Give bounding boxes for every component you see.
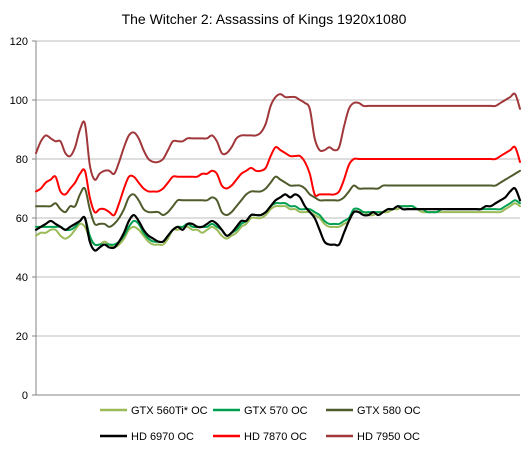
legend-item-gtx-560ti-oc: GTX 560Ti* OC — [100, 405, 208, 417]
legend-label: GTX 570 OC — [244, 405, 308, 417]
legend-item-gtx-570-oc: GTX 570 OC — [213, 405, 308, 417]
legend-item-hd-7870-oc: HD 7870 OC — [213, 431, 307, 443]
y-tick-label: 100 — [10, 95, 28, 107]
legend-item-hd-6970-oc: HD 6970 OC — [100, 431, 194, 443]
series-line-gtx-580-oc — [35, 169, 521, 228]
legend-label: HD 7870 OC — [244, 431, 307, 443]
series-lines — [34, 92, 522, 252]
y-tick-label: 40 — [16, 272, 28, 284]
series-line-gtx-570-oc — [35, 199, 521, 247]
chart-title: The Witcher 2: Assassins of Kings 1920x1… — [122, 11, 407, 27]
series-line-hd-6970-oc — [34, 187, 522, 252]
grid-lines — [36, 40, 520, 337]
y-tick-label: 20 — [16, 331, 28, 343]
legend-label: HD 6970 OC — [131, 431, 194, 443]
legend-label: GTX 580 OC — [357, 405, 421, 417]
legend-label: GTX 560Ti* OC — [131, 405, 208, 417]
legend-item-gtx-580-oc: GTX 580 OC — [326, 405, 421, 417]
y-tick-label: 80 — [16, 154, 28, 166]
legend-label: HD 7950 OC — [357, 431, 420, 443]
series-line-hd-7950-oc — [35, 92, 521, 181]
legend-item-hd-7950-oc: HD 7950 OC — [326, 431, 420, 443]
y-tick-label: 120 — [10, 36, 28, 48]
legend: GTX 560Ti* OC GTX 570 OC GTX 580 OC HD 6970… — [100, 405, 421, 443]
y-tick-label: 0 — [22, 390, 28, 402]
axes — [32, 40, 520, 396]
series-line-hd-7870-oc — [35, 145, 521, 217]
y-tick-label: 60 — [16, 213, 28, 225]
y-tick-labels: 0 20 40 60 80 100 120 — [10, 36, 28, 402]
